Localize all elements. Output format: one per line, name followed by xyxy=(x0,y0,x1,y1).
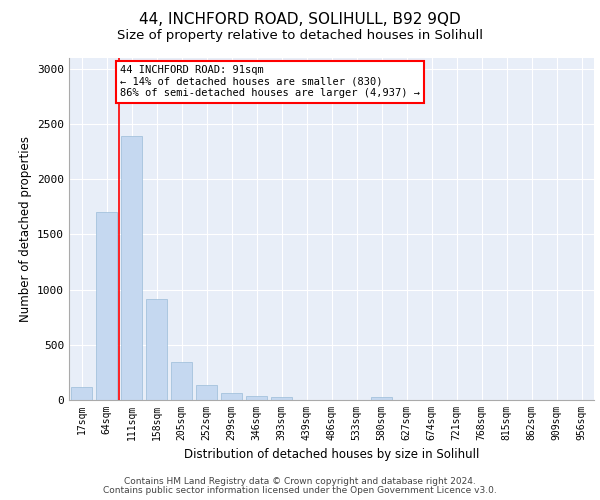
Y-axis label: Number of detached properties: Number of detached properties xyxy=(19,136,32,322)
Bar xyxy=(221,393,242,400)
Bar xyxy=(196,384,217,400)
Bar xyxy=(371,397,392,400)
Text: 44, INCHFORD ROAD, SOLIHULL, B92 9QD: 44, INCHFORD ROAD, SOLIHULL, B92 9QD xyxy=(139,12,461,28)
Bar xyxy=(246,396,267,400)
Bar xyxy=(71,386,92,400)
X-axis label: Distribution of detached houses by size in Solihull: Distribution of detached houses by size … xyxy=(184,448,479,462)
Text: Contains public sector information licensed under the Open Government Licence v3: Contains public sector information licen… xyxy=(103,486,497,495)
Bar xyxy=(146,300,167,400)
Text: 44 INCHFORD ROAD: 91sqm
← 14% of detached houses are smaller (830)
86% of semi-d: 44 INCHFORD ROAD: 91sqm ← 14% of detache… xyxy=(120,65,420,98)
Bar xyxy=(96,212,117,400)
Bar xyxy=(271,396,292,400)
Text: Contains HM Land Registry data © Crown copyright and database right 2024.: Contains HM Land Registry data © Crown c… xyxy=(124,477,476,486)
Bar xyxy=(121,136,142,400)
Text: Size of property relative to detached houses in Solihull: Size of property relative to detached ho… xyxy=(117,29,483,42)
Bar xyxy=(171,362,192,400)
